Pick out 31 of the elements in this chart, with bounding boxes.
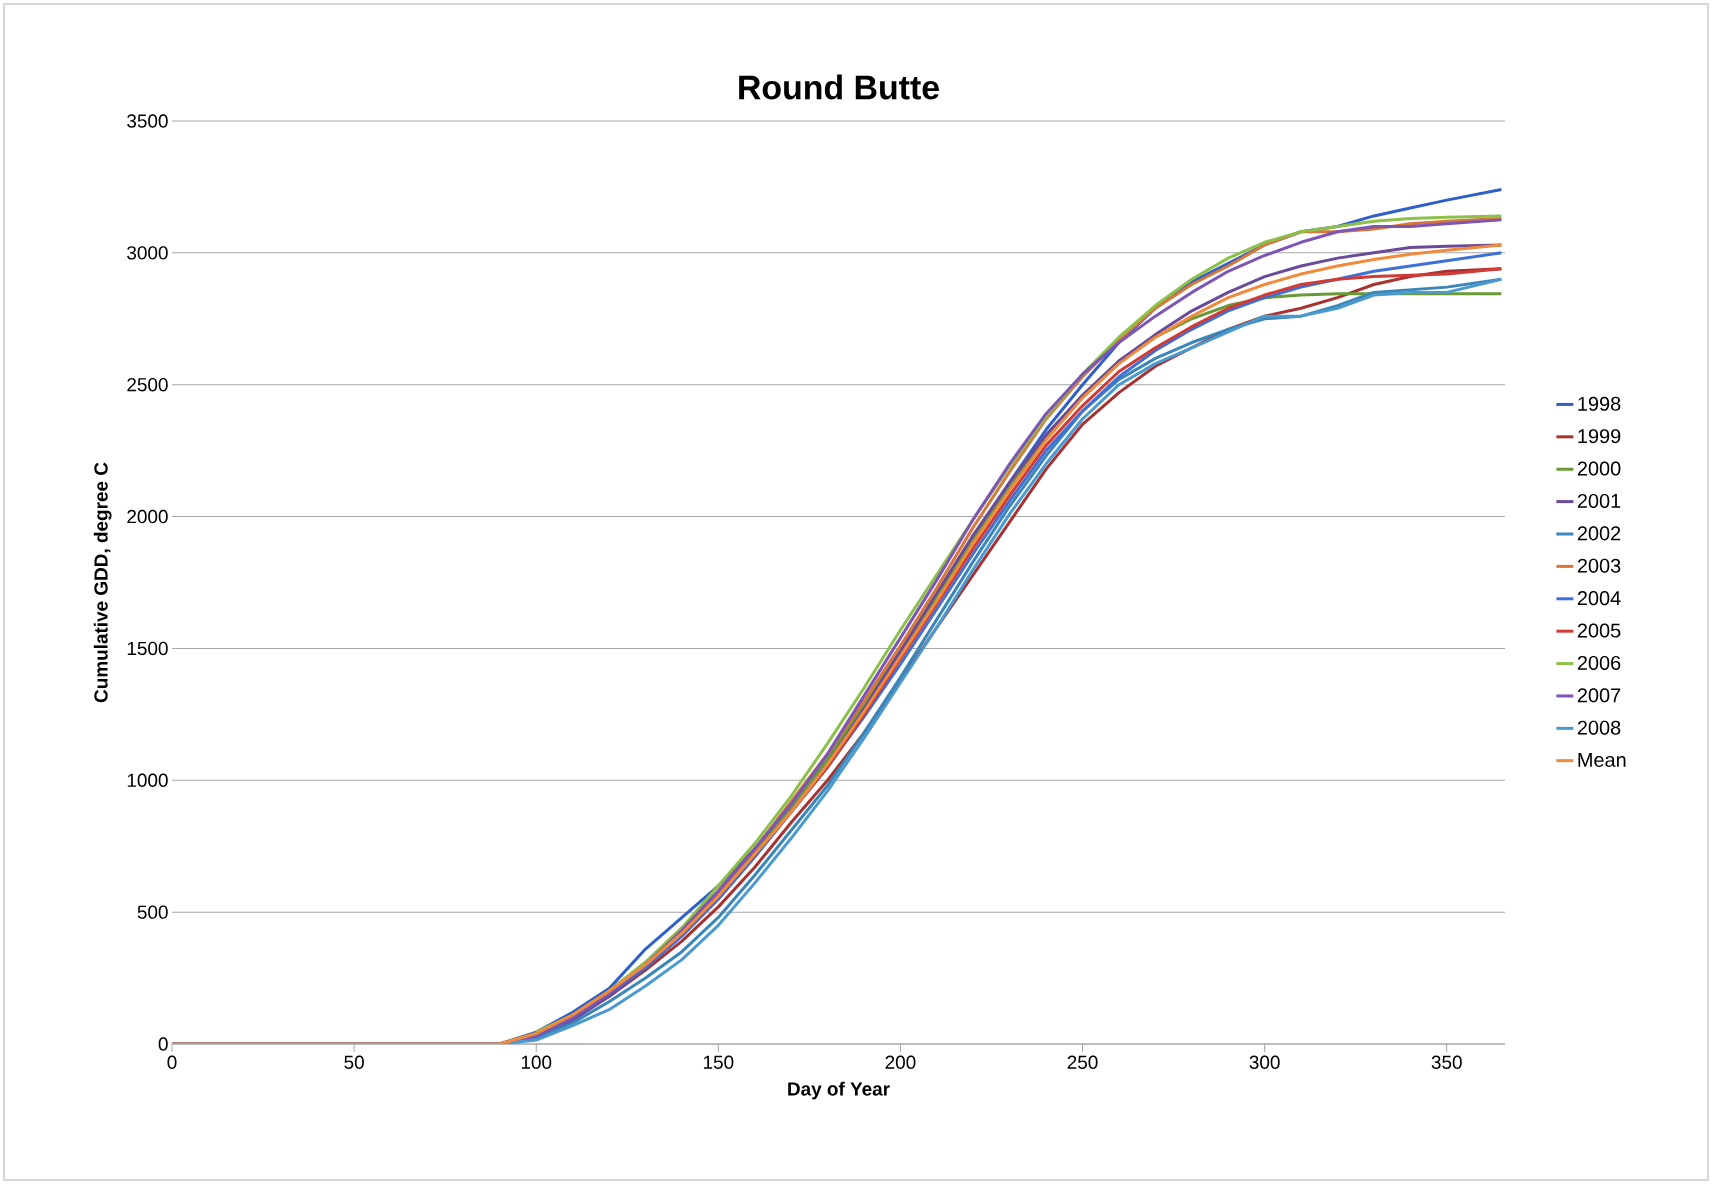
x-tick-label: 50: [344, 1055, 364, 1069]
y-tick-label: 0: [158, 1037, 168, 1051]
legend-label: 1998: [1578, 396, 1621, 411]
x-tick-label: 150: [703, 1055, 734, 1069]
legend-label: Mean: [1578, 753, 1626, 767]
x-tick-label: 250: [1067, 1055, 1098, 1069]
y-axis-title: Cumulative GDD, degree C: [93, 462, 112, 703]
y-tick-label: 1500: [127, 641, 168, 656]
legend-label: 2006: [1577, 655, 1621, 670]
y-tick-label: 500: [137, 905, 168, 919]
y-tick-label: 2500: [127, 378, 168, 392]
legend-label: 2008: [1577, 720, 1621, 735]
y-tick-label: 1000: [127, 773, 168, 787]
legend-label: 2001: [1577, 493, 1621, 509]
x-tick-label: 100: [521, 1055, 552, 1069]
y-tick-label: 2000: [127, 509, 168, 524]
x-tick-label: 200: [885, 1055, 916, 1069]
x-axis-title: Day of Year: [788, 1081, 890, 1100]
legend-label: 2002: [1577, 526, 1621, 541]
legend-label: 2000: [1577, 461, 1621, 476]
x-tick-label: 300: [1249, 1055, 1280, 1069]
x-tick-label: 0: [167, 1055, 177, 1069]
y-tick-label: 3500: [127, 114, 168, 128]
legend-label: 2007: [1577, 688, 1621, 703]
legend-label: 2003: [1577, 558, 1621, 573]
chart-title: Round Butte: [739, 74, 939, 100]
legend-label: 2004: [1577, 591, 1621, 606]
y-tick-label: 3000: [127, 246, 168, 260]
legend-label: 1999: [1578, 429, 1621, 444]
legend-label: 2005: [1577, 623, 1621, 638]
x-tick-label: 350: [1431, 1055, 1462, 1069]
